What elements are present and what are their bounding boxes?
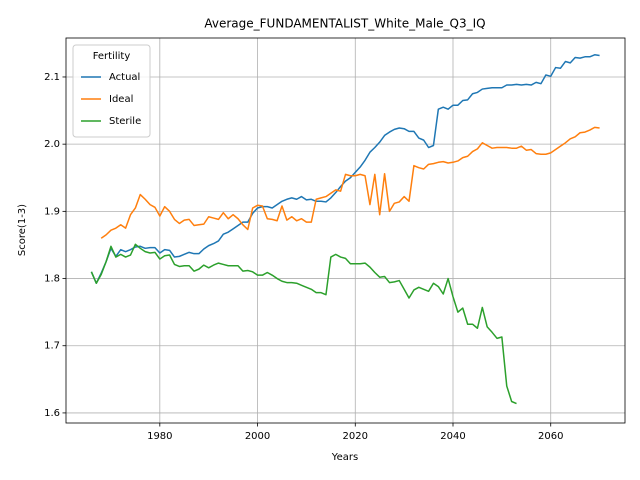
x-tick-label: 1980 bbox=[147, 431, 172, 442]
series-line bbox=[90, 243, 517, 405]
y-tick-label: 1.7 bbox=[44, 341, 60, 352]
y-tick-label: 1.9 bbox=[44, 206, 60, 217]
legend-label: Actual bbox=[109, 72, 140, 83]
x-tick-label: 2060 bbox=[538, 431, 563, 442]
y-tick-label: 1.8 bbox=[44, 274, 60, 285]
y-tick-label: 2.0 bbox=[44, 139, 60, 150]
series-line bbox=[100, 126, 600, 239]
x-tick-label: 2040 bbox=[440, 431, 465, 442]
legend-label: Sterile bbox=[109, 116, 141, 127]
y-axis-label: Score(1-3) bbox=[17, 204, 28, 256]
y-tick-label: 1.6 bbox=[44, 408, 60, 419]
legend-title: Fertility bbox=[93, 51, 131, 62]
y-tick-label: 2.1 bbox=[44, 72, 60, 83]
legend-box bbox=[72, 44, 151, 138]
x-tick-label: 2000 bbox=[245, 431, 270, 442]
legend-label: Ideal bbox=[109, 94, 133, 105]
x-tick-label: 2020 bbox=[343, 431, 368, 442]
series-line bbox=[90, 54, 600, 284]
plot-frame bbox=[65, 37, 626, 424]
x-axis-label: Years bbox=[331, 452, 358, 463]
chart-title: Average_FUNDAMENTALIST_White_Male_Q3_IQ bbox=[204, 17, 485, 31]
